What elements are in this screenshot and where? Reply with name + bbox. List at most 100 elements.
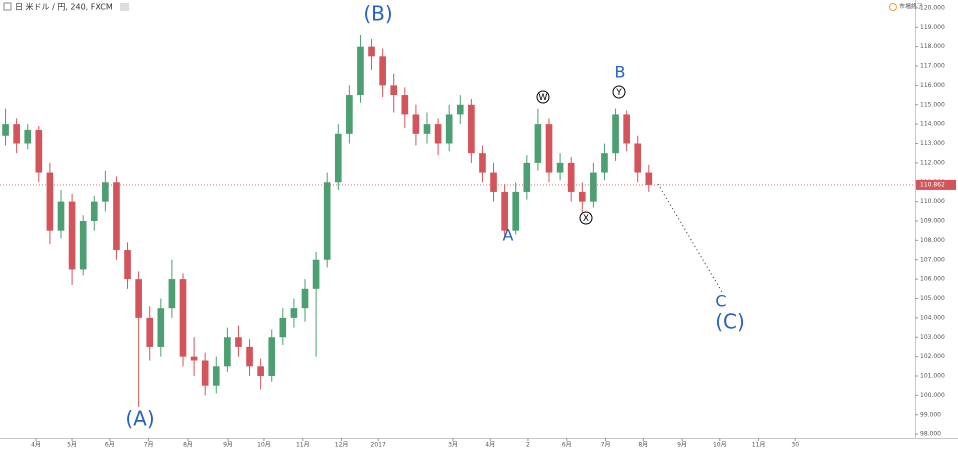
candle-body (357, 46, 364, 96)
symbol-title: 日 米ドル / 円, 240, FXCM (15, 2, 113, 12)
candle-body (445, 114, 453, 144)
wave-circle (536, 90, 550, 104)
candle-body (312, 259, 320, 289)
y-tick-label: 105.000 (920, 295, 945, 302)
x-tick-label: 8月 (638, 442, 648, 449)
candle-body (224, 337, 231, 367)
candle-body (578, 191, 586, 202)
candle-body (268, 337, 276, 376)
candle-body (124, 250, 131, 280)
candle-body (334, 133, 342, 183)
candle-body (368, 46, 375, 57)
candle-body (523, 162, 531, 192)
y-tick-label: 119.000 (920, 24, 945, 31)
candle-body (545, 124, 553, 173)
x-tick-label: 2017 (371, 442, 386, 449)
candle-body (567, 162, 575, 192)
candle-body (90, 201, 98, 221)
candle-body (168, 279, 176, 309)
candle-body (235, 337, 242, 347)
y-tick-label: 109.000 (920, 218, 945, 225)
y-tick-label: 107.000 (920, 256, 945, 263)
y-tick-label: 114.000 (920, 121, 945, 128)
wave-label: C (715, 292, 726, 311)
y-tick-label: 112.000 (920, 159, 945, 166)
candle-body (346, 95, 353, 134)
candle-body (423, 124, 431, 134)
candle-body (157, 308, 165, 347)
y-tick-label: 99.000 (920, 411, 941, 418)
wave-label: (B) (363, 2, 392, 26)
wave-circle (579, 211, 593, 225)
candle-body (379, 56, 386, 86)
y-tick-label: 104.000 (920, 314, 945, 321)
y-tick-label: 113.000 (920, 140, 945, 147)
candle-body (623, 114, 630, 144)
candle-body (79, 221, 87, 270)
candle-body (590, 172, 597, 202)
last-price-label: 110.862 (920, 181, 945, 188)
y-tick-label: 115.000 (920, 101, 945, 108)
icon (3, 2, 12, 11)
candle-body (201, 360, 209, 386)
x-tick-label: 30 (791, 442, 799, 449)
x-tick-label: 7月 (601, 442, 611, 449)
wave-label: Y (615, 88, 622, 98)
candle-body (645, 172, 653, 185)
wave-label: (A) (125, 407, 154, 431)
candle-body (556, 162, 564, 173)
candle-body (135, 279, 142, 318)
candle-body (57, 201, 65, 231)
candle-body (390, 85, 398, 96)
plot-area (2, 35, 653, 407)
candle-body (257, 366, 264, 376)
candle-body (68, 201, 76, 270)
candle-body (301, 288, 309, 309)
candle-body (35, 129, 43, 173)
x-tick-label: 12月 (335, 442, 349, 449)
y-tick-label: 120.000 (920, 4, 945, 11)
x-tick-label: 9月 (223, 442, 233, 449)
candle-body (102, 182, 109, 202)
wave-label: A (503, 226, 514, 245)
candle-body (212, 366, 220, 386)
status-icon (889, 3, 897, 11)
y-tick-label: 101.000 (920, 373, 945, 380)
icon[interactable] (120, 3, 129, 11)
x-tick-label: 11月 (752, 442, 766, 449)
market-status: 市場終了 (899, 3, 923, 11)
candle-body (2, 124, 9, 136)
x-tick-label: 6月 (105, 442, 115, 449)
candle-body (456, 104, 464, 115)
candle-body (512, 191, 520, 231)
x-tick-label: 10月 (713, 442, 727, 449)
x-tick-label: 2 (526, 442, 530, 449)
candle-body (113, 182, 120, 251)
candle-body (290, 308, 298, 318)
x-tick-label: 10月 (257, 442, 271, 449)
y-tick-label: 110.000 (920, 198, 945, 205)
x-tick-label: 8月 (183, 442, 193, 449)
candle-body (501, 191, 508, 231)
y-tick-label: 102.000 (920, 353, 945, 360)
candle-body (323, 182, 331, 260)
y-tick-label: 100.000 (920, 392, 945, 399)
y-tick-label: 117.000 (920, 63, 945, 70)
candle-body (612, 114, 619, 154)
candle-body (634, 143, 642, 173)
candle-body (601, 153, 608, 173)
candle-body (246, 346, 253, 367)
x-tick-label: 3月 (448, 442, 458, 449)
candle-body (479, 153, 486, 173)
y-tick-label: 118.000 (920, 43, 945, 50)
candle-body (412, 114, 420, 134)
candle-body (46, 172, 54, 231)
x-tick-label: 5月 (67, 442, 77, 449)
candle-body (13, 124, 20, 144)
x-tick-label: 6月 (562, 442, 572, 449)
wave-circle (612, 85, 626, 99)
candle-body (434, 124, 442, 144)
candle-body (534, 124, 542, 163)
